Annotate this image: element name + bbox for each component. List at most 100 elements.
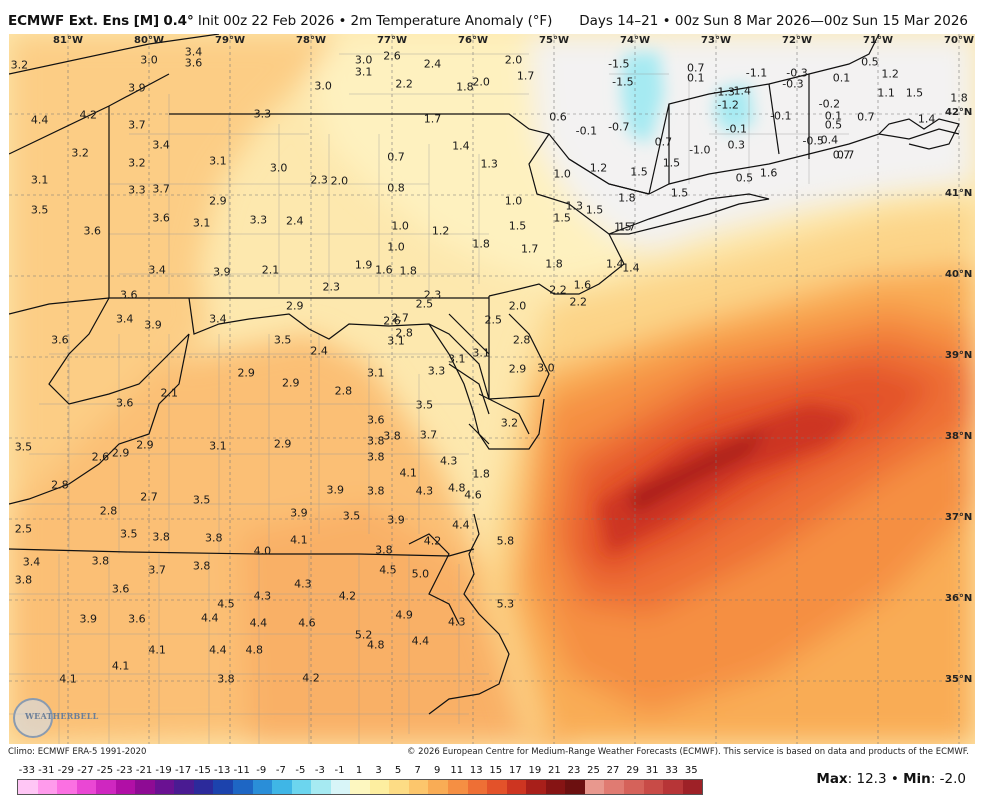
anomaly-value: 4.2: [423, 534, 442, 548]
anomaly-value: 3.0: [354, 53, 373, 67]
colorbar-swatch: [350, 780, 370, 794]
anomaly-value: 4.6: [464, 488, 482, 502]
anomaly-value: 1.6: [573, 278, 592, 292]
colorbar-swatch: [154, 780, 175, 794]
logo-ring-icon: [13, 698, 53, 738]
anomaly-value: 3.6: [128, 612, 146, 626]
longitude-label: 80°W: [134, 35, 164, 46]
colorbar-label: 27: [606, 765, 620, 776]
anomaly-value: 0.7: [857, 110, 875, 124]
anomaly-value: 1.4: [606, 257, 624, 271]
anomaly-value: 2.9: [209, 194, 227, 208]
anomaly-value: 1.5: [630, 165, 648, 178]
anomaly-value: 2.8: [334, 384, 353, 398]
anomaly-value: 5.0: [411, 567, 430, 581]
anomaly-value: 4.4: [411, 634, 430, 648]
anomaly-value: 2.3: [423, 288, 442, 302]
colorbar-swatch: [389, 780, 409, 794]
anomaly-map: 81°W 80°W 79°W 78°W 77°W 76°W 75°W 74°W 73°W 72°W…: [9, 34, 975, 744]
anomaly-value: 0.7: [687, 61, 705, 75]
longitude-label: 79°W: [215, 35, 245, 46]
colorbar-label: -27: [77, 765, 94, 776]
anomaly-value: 1.7: [520, 242, 539, 256]
colorbar-label: -13: [214, 765, 231, 776]
anomaly-value: 2.2: [569, 295, 588, 309]
longitude-label: 70°W: [944, 35, 974, 46]
longitude-label: 73°W: [701, 35, 731, 46]
anomaly-value: 2.9: [273, 437, 292, 451]
anomaly-value: 3.5: [14, 440, 33, 454]
min-label: Min: [903, 771, 931, 787]
colorbar-swatch: [487, 780, 507, 794]
latitude-label: 35°N: [945, 674, 973, 685]
anomaly-value: 2.2: [395, 77, 413, 91]
latitude-label: 40°N: [945, 269, 973, 280]
anomaly-value: 3.6: [184, 56, 203, 70]
anomaly-value: 1.8: [545, 257, 563, 271]
anomaly-value: 1.7: [516, 69, 535, 83]
anomaly-value: 3.8: [14, 573, 33, 587]
anomaly-value: 4.2: [79, 108, 98, 122]
colorbar-swatch: [330, 780, 351, 794]
model-name: ECMWF Ext. Ens [M]: [8, 13, 160, 29]
anomaly-value: 0.6: [549, 110, 567, 124]
colorbar-swatch: [96, 780, 116, 794]
anomaly-value: 1.6: [375, 263, 393, 277]
colorbar-label: 9: [433, 765, 441, 776]
anomaly-value: 3.1: [192, 216, 211, 230]
anomaly-value: 2.1: [261, 263, 280, 277]
anomaly-value: 2.9: [282, 376, 300, 390]
anomaly-value: 2.0: [504, 53, 523, 67]
anomaly-value: 3.0: [140, 53, 158, 67]
anomaly-value: -0.1: [575, 124, 598, 138]
anomaly-value: 2.3: [310, 173, 328, 187]
anomaly-value: 2.0: [472, 75, 490, 89]
anomaly-value: 4.8: [367, 638, 385, 652]
anomaly-value: 3.5: [30, 203, 49, 217]
anomaly-value: 1.4: [917, 112, 936, 126]
anomaly-value: 2.8: [512, 333, 531, 347]
valid-period: Days 14–21 • 00z Sun 8 Mar 2026—00z Sun …: [579, 13, 968, 29]
anomaly-value: 2.9: [111, 446, 130, 460]
anomaly-value: 1.5: [585, 203, 604, 217]
state-borders: [9, 34, 960, 715]
colorbar-label: -31: [38, 765, 55, 776]
longitude-label: 76°W: [458, 35, 488, 46]
longitude-label: 75°W: [539, 35, 569, 46]
anomaly-value: 0.8: [387, 181, 405, 195]
colorbar-swatch: [252, 780, 273, 794]
colorbar-swatch: [291, 780, 312, 794]
anomaly-value: 2.9: [508, 362, 527, 376]
anomaly-value: 1.5: [553, 211, 571, 225]
anomaly-value: 2.7: [391, 311, 409, 325]
anomaly-value: 4.4: [452, 518, 470, 532]
anomaly-value: 1.5: [905, 86, 924, 100]
anomaly-value: 1.0: [553, 167, 571, 181]
anomaly-value: 1.2: [589, 161, 608, 175]
anomaly-value: 2.9: [136, 438, 154, 452]
anomaly-value: 1.8: [399, 264, 417, 278]
anomaly-value: 5.2: [354, 628, 373, 642]
anomaly-value: 3.8: [367, 434, 385, 448]
anomaly-value: 3.3: [249, 213, 268, 227]
header-bar: ECMWF Ext. Ens [M] 0.4° Init 00z 22 Feb …: [0, 0, 984, 34]
anomaly-value: 4.9: [395, 608, 413, 622]
anomaly-value: 3.6: [83, 224, 102, 238]
anomaly-value: 3.3: [427, 364, 446, 378]
min-value: -2.0: [939, 771, 966, 787]
colorbar-label: 23: [567, 765, 581, 776]
max-label: Max: [816, 771, 848, 787]
anomaly-value: 2.6: [383, 314, 401, 328]
anomaly-value: 3.9: [144, 318, 162, 332]
anomaly-value: 1.5: [508, 219, 527, 233]
anomaly-value: 4.3: [448, 615, 466, 629]
anomaly-value: 4.5: [379, 563, 397, 577]
anomaly-value: -0.3: [786, 66, 808, 80]
anomaly-value: 3.6: [367, 413, 385, 427]
colorbar-label: -5: [295, 765, 306, 776]
anomaly-value: 1.0: [504, 194, 523, 208]
anomaly-value: 3.5: [342, 509, 361, 523]
anomaly-value: 3.7: [128, 118, 146, 132]
anomaly-value: 3.9: [213, 265, 231, 279]
anomaly-value: 3.5: [415, 398, 434, 412]
